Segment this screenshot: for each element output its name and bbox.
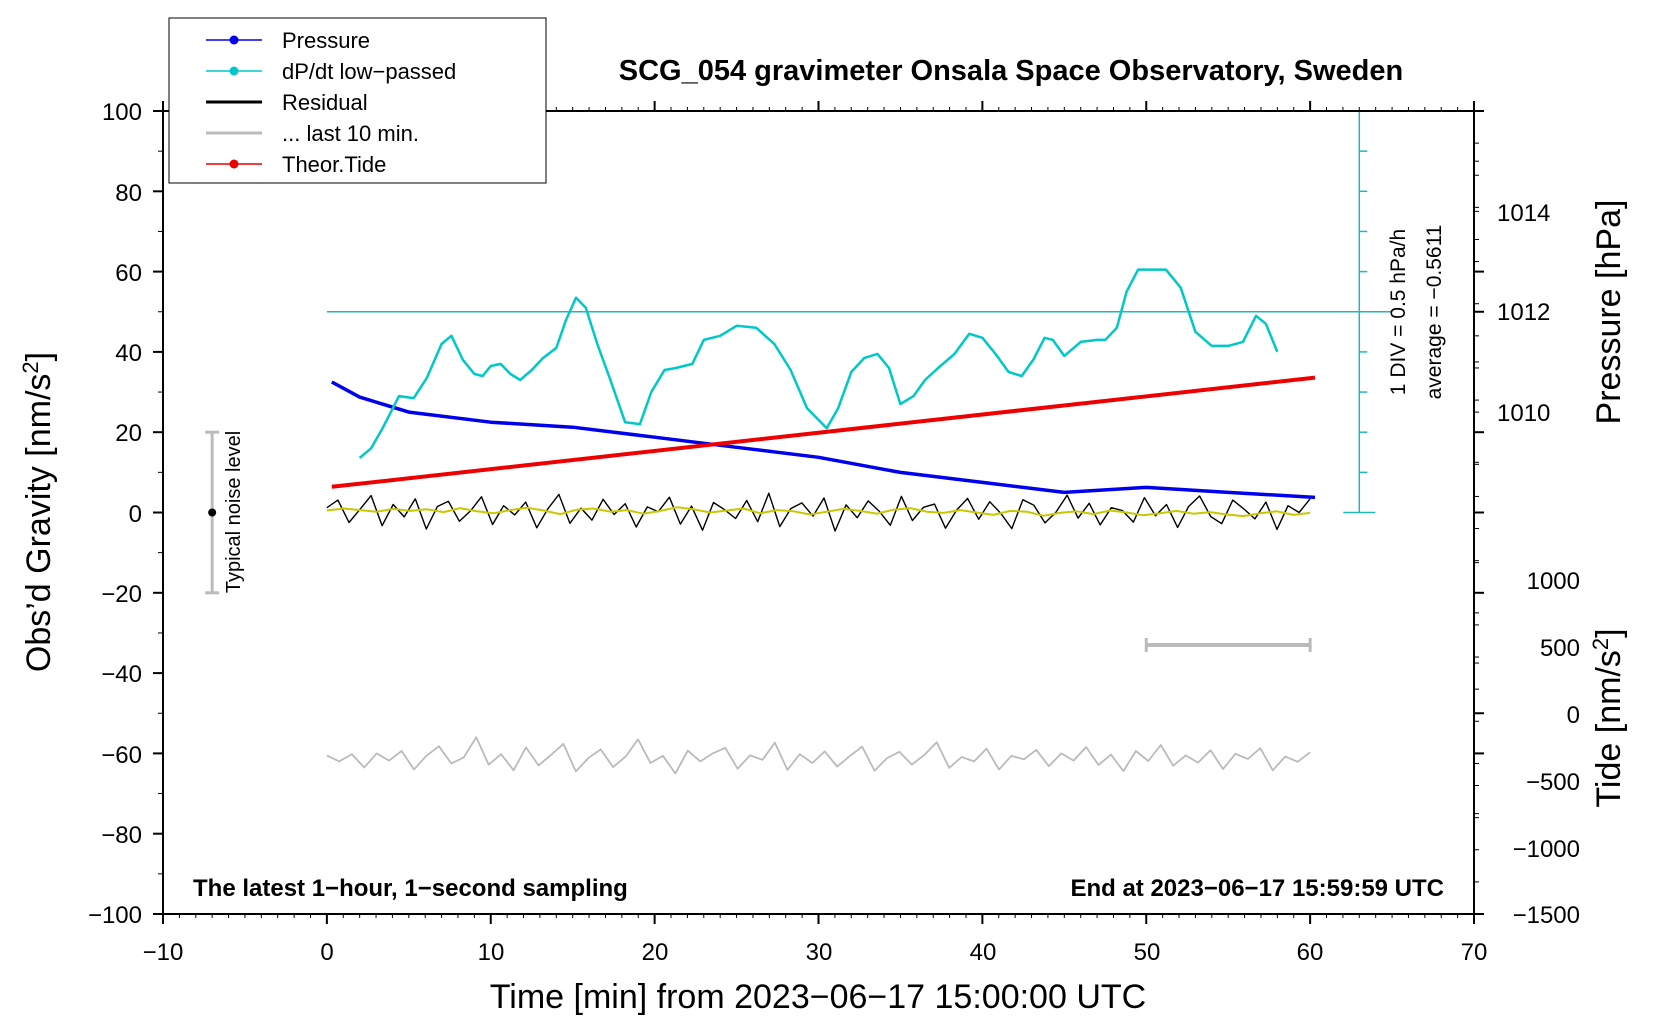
legend-swatch-marker <box>230 67 239 76</box>
y-tick-label: 0 <box>129 501 142 528</box>
legend-swatch-marker <box>230 36 239 45</box>
y-tick-label: −40 <box>101 661 142 688</box>
tide-tick-label: 0 <box>1567 702 1580 729</box>
footer-left-label: The latest 1−hour, 1−second sampling <box>193 875 628 902</box>
y-tick-label: 80 <box>115 180 142 207</box>
chart-title: SCG_054 gravimeter Onsala Space Observat… <box>619 55 1403 87</box>
pressure-tick-label: 1014 <box>1497 200 1550 227</box>
x-tick-label: 10 <box>478 939 505 966</box>
tide-tick-label: −500 <box>1526 769 1580 796</box>
chart-stage: SCG_054 gravimeter Onsala Space Observat… <box>0 0 1660 1020</box>
legend-label-residual: Residual <box>282 90 368 115</box>
pressure-tick-label: 1010 <box>1497 400 1550 427</box>
y-tick-label: −100 <box>88 902 142 929</box>
legend-swatch-marker <box>230 160 239 169</box>
y-tick-label: −60 <box>101 742 142 769</box>
y-tick-label: 40 <box>115 340 142 367</box>
legend-label-dpdt: dP/dt low−passed <box>282 59 456 84</box>
legend-label-tide: Theor.Tide <box>282 152 386 177</box>
legend-label-pressure: Pressure <box>282 28 370 53</box>
legend-label-last10: ... last 10 min. <box>282 121 419 146</box>
x-tick-label: 40 <box>970 939 997 966</box>
x-tick-label: −10 <box>143 939 184 966</box>
tide-tick-label: −1500 <box>1513 902 1580 929</box>
tide-tick-label: 1000 <box>1527 568 1580 595</box>
y-tick-label: 60 <box>115 260 142 287</box>
x-tick-label: 30 <box>806 939 833 966</box>
footer-right-label: End at 2023−06−17 15:59:59 UTC <box>1070 875 1444 902</box>
noise-level-label: Typical noise level <box>223 431 245 593</box>
tide-tick-label: −1000 <box>1513 836 1580 863</box>
gravimeter-chart: SCG_054 gravimeter Onsala Space Observat… <box>0 0 1660 1020</box>
x-tick-label: 20 <box>642 939 669 966</box>
y-tick-label: −20 <box>101 581 142 608</box>
y-tick-label: 100 <box>102 99 142 126</box>
x-tick-label: 70 <box>1461 939 1488 966</box>
x-tick-label: 60 <box>1297 939 1324 966</box>
x-tick-label: 0 <box>320 939 333 966</box>
tide-axis-label: Tide [nm/s2] <box>1588 628 1629 807</box>
y-tick-label: 20 <box>115 420 142 447</box>
y-tick-label: −80 <box>101 822 142 849</box>
pressure-tick-label: 1012 <box>1497 299 1550 326</box>
dpdt-average-label: average = −0.5611 <box>1423 225 1446 400</box>
dpdt-div-label: 1 DIV = 0.5 hPa/h <box>1387 229 1410 395</box>
pressure-axis-label: Pressure [hPa] <box>1590 200 1628 425</box>
legend: Pressure dP/dt low−passed Residual ... l… <box>169 18 546 183</box>
tide-tick-label: 500 <box>1540 635 1580 662</box>
y-axis-label: Obs’d Gravity [nm/s2] <box>18 352 59 672</box>
x-axis-label: Time [min] from 2023−06−17 15:00:00 UTC <box>490 978 1146 1016</box>
noise-center-point <box>208 509 216 517</box>
x-tick-label: 50 <box>1134 939 1161 966</box>
